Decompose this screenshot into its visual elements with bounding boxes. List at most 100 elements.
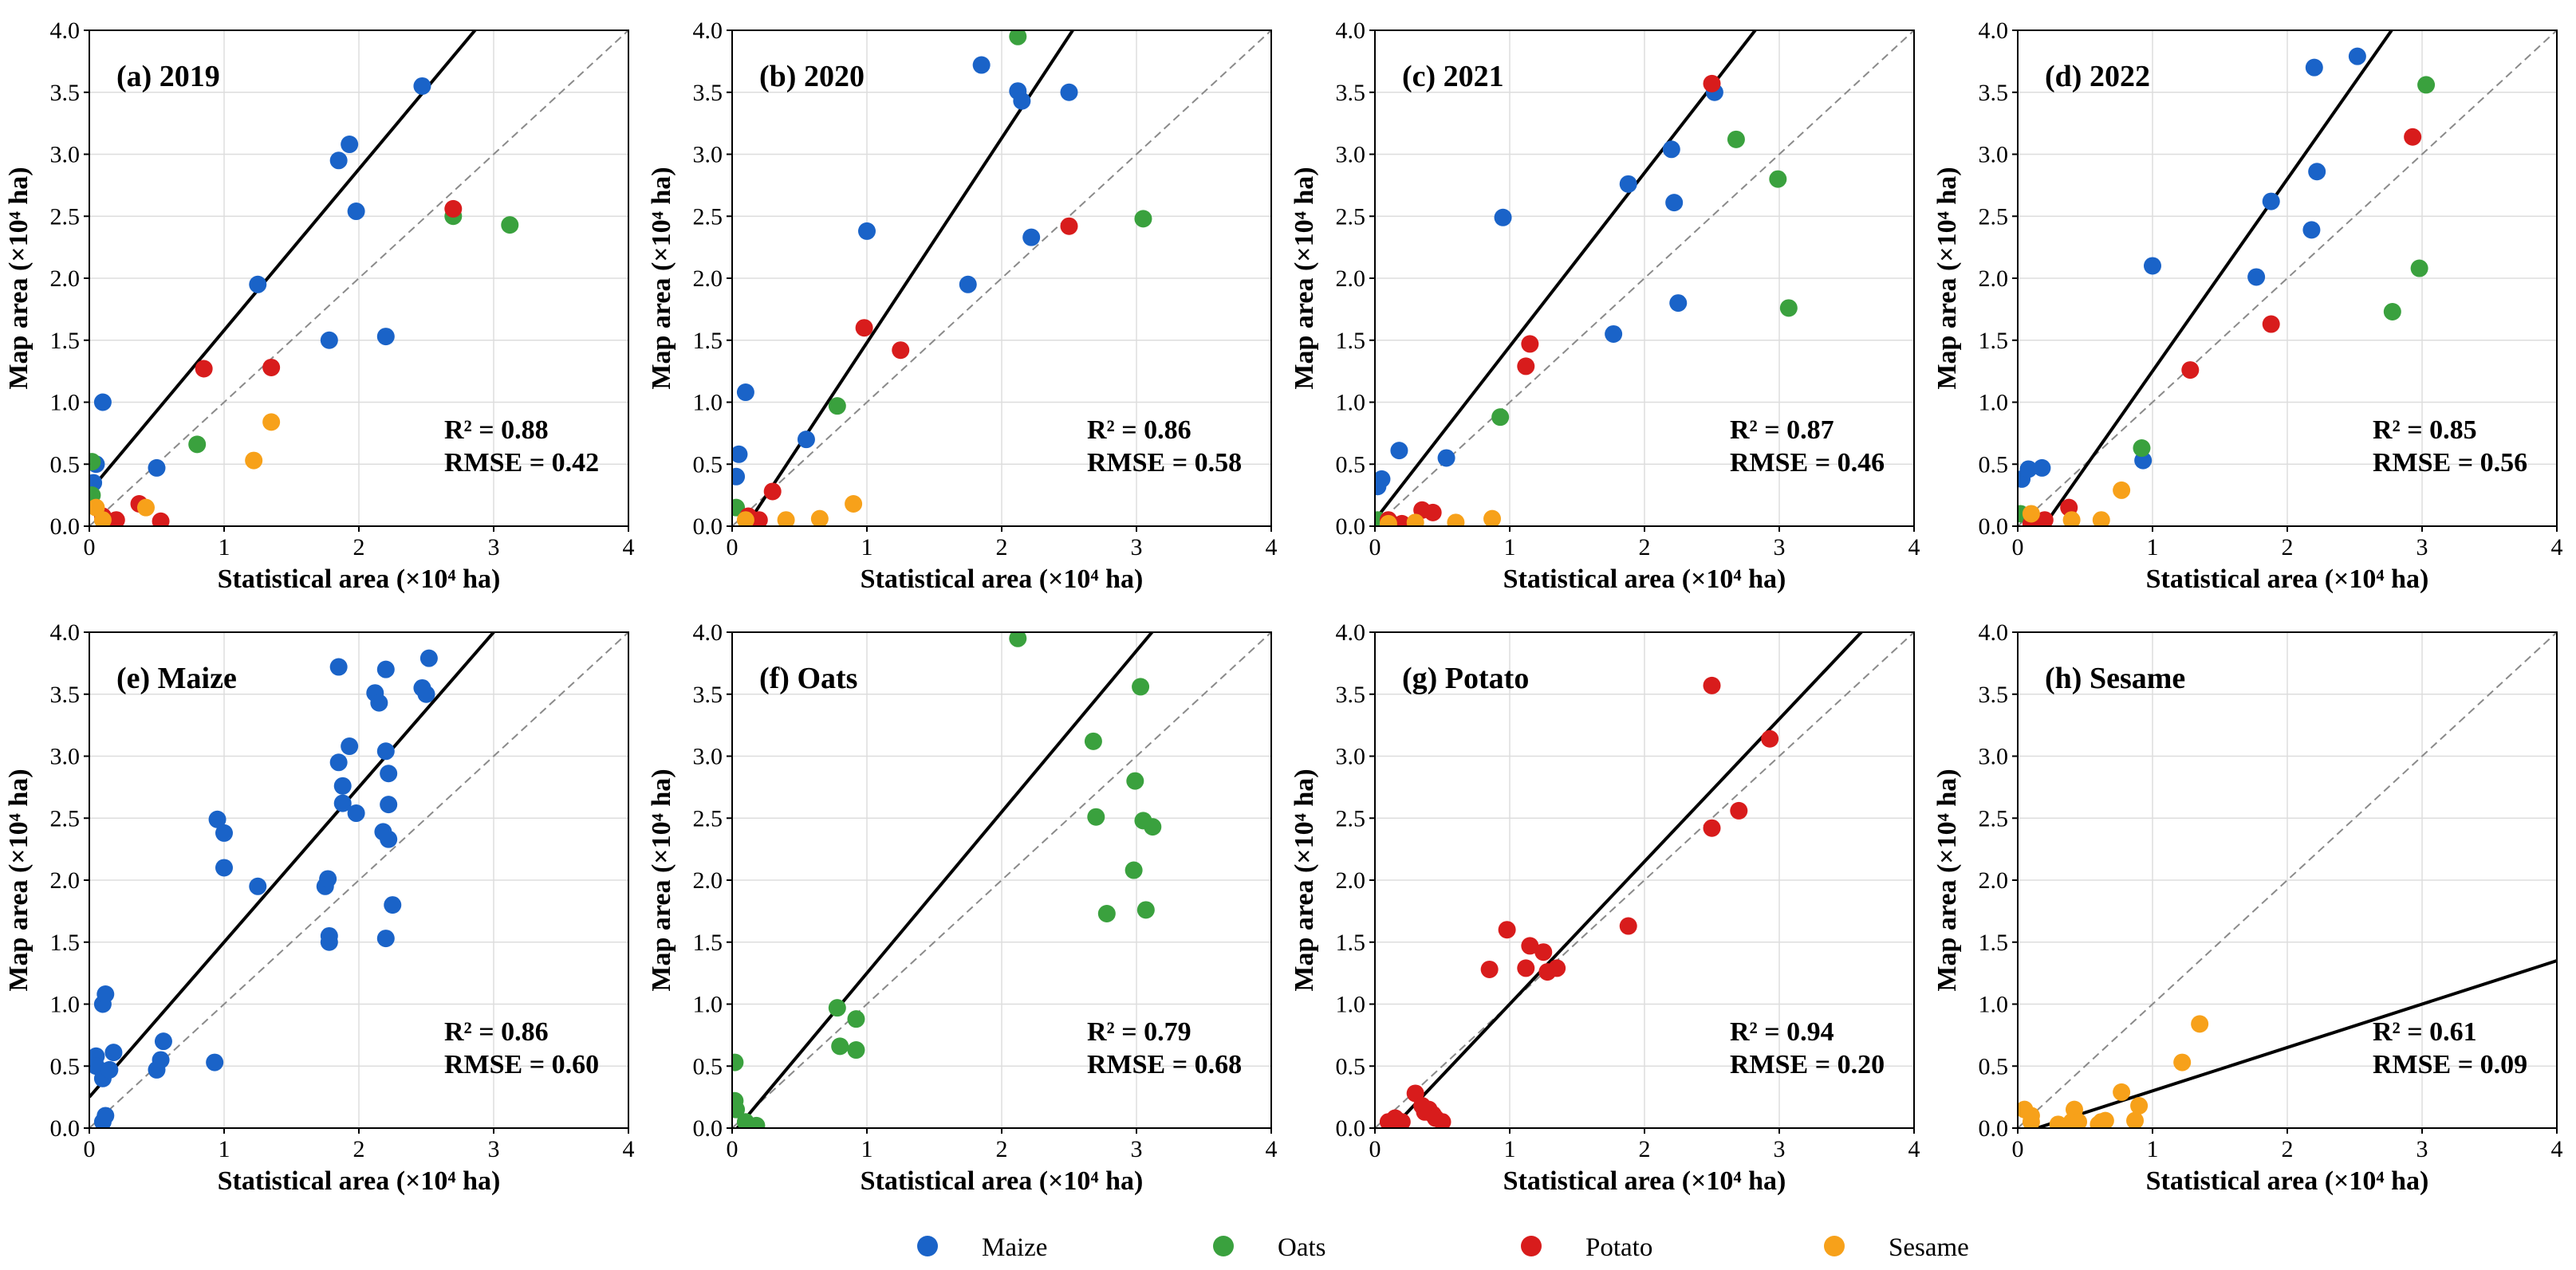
data-point-maize (376, 328, 395, 346)
x-tick-label: 0 (2012, 534, 2024, 560)
data-point-maize (419, 649, 438, 667)
y-tick-label: 1.0 (1336, 390, 1366, 416)
regression-line (2031, 959, 2557, 1128)
data-point-potato (1517, 959, 1535, 977)
data-point-oats (1144, 818, 1162, 836)
data-point-potato (262, 358, 281, 376)
y-tick-label: 3.5 (1979, 682, 2009, 708)
data-point-maize (97, 985, 115, 1004)
x-tick-label: 1 (219, 534, 230, 560)
panel-title: (c) 2021 (1402, 60, 1504, 93)
legend-marker-potato (1521, 1236, 1542, 1256)
data-point-maize (2262, 192, 2280, 210)
data-point-potato (2181, 361, 2200, 379)
x-tick-label: 0 (84, 1136, 96, 1162)
data-point-sesame (2070, 1113, 2088, 1128)
y-tick-label: 4.0 (50, 619, 81, 646)
regression-line (744, 30, 1075, 526)
y-axis-label: Map area (×10⁴ ha) (4, 769, 33, 991)
data-point-maize (1375, 470, 1391, 488)
data-point-maize (2305, 58, 2323, 77)
panel-title: (g) Potato (1402, 662, 1529, 695)
y-axis-label: Map area (×10⁴ ha) (647, 167, 676, 389)
x-tick-label: 1 (219, 1136, 230, 1162)
data-point-potato (195, 360, 213, 378)
data-point-sesame (2096, 1111, 2114, 1128)
data-point-maize (1605, 324, 1623, 343)
data-point-maize (320, 331, 338, 349)
y-tick-label: 1.0 (1336, 992, 1366, 1018)
data-point-sesame (1483, 509, 1502, 526)
data-point-maize (858, 222, 876, 240)
x-tick-label: 4 (1908, 534, 1920, 560)
data-point-sesame (262, 413, 281, 431)
y-tick-label: 4.0 (1979, 619, 2009, 646)
y-tick-label: 1.5 (1336, 930, 1366, 956)
data-point-potato (1703, 74, 1721, 92)
panel: 0 1 2 3 4 0.0 0.5 1.0 1.5 2.0 2.5 3.0 3.5 4.0 Statisti… (1932, 18, 2563, 594)
x-tick-label: 1 (861, 1136, 873, 1162)
r-squared-label: R² = 0.79 (1087, 1017, 1191, 1047)
y-tick-label: 1.0 (50, 992, 81, 1018)
y-tick-label: 2.0 (693, 867, 723, 894)
y-tick-label: 4.0 (50, 18, 81, 44)
data-point-oats (1136, 901, 1155, 919)
data-point-oats (1087, 808, 1105, 826)
data-point-oats (2410, 259, 2428, 277)
data-point-maize (215, 859, 233, 877)
x-tick-label: 0 (2012, 1136, 2024, 1162)
y-tick-label: 1.5 (50, 930, 81, 956)
x-tick-label: 4 (623, 534, 635, 560)
r-squared-label: R² = 0.87 (1730, 415, 1834, 445)
y-tick-label: 4.0 (1336, 619, 1366, 646)
data-point-maize (148, 458, 166, 477)
rmse-label: RMSE = 0.42 (444, 448, 599, 478)
data-point-maize (413, 77, 431, 95)
data-point-oats (847, 1010, 865, 1028)
data-point-maize (2348, 47, 2366, 65)
data-point-sesame (2022, 505, 2040, 523)
data-point-oats (2417, 76, 2436, 94)
panel-title: (f) Oats (759, 662, 857, 695)
y-tick-label: 0.5 (1336, 451, 1366, 478)
x-tick-label: 2 (1639, 1136, 1651, 1162)
data-point-sesame (1406, 513, 1424, 526)
data-point-maize (2308, 163, 2326, 181)
data-point-sesame (1447, 513, 1465, 526)
y-tick-label: 0.0 (1336, 1115, 1366, 1142)
legend-marker-maize (917, 1236, 938, 1256)
data-point-oats (2133, 439, 2151, 458)
y-tick-label: 2.0 (1979, 867, 2009, 894)
data-point-maize (732, 445, 748, 463)
y-tick-label: 1.0 (693, 390, 723, 416)
data-point-oats (747, 1116, 766, 1128)
y-tick-label: 2.0 (1979, 265, 2009, 292)
y-tick-label: 0.0 (1979, 1115, 2009, 1142)
x-tick-label: 4 (1266, 1136, 1278, 1162)
data-point-sesame (2113, 1083, 2131, 1101)
regression-line (89, 30, 478, 493)
panel-title: (h) Sesame (2045, 662, 2185, 695)
data-point-maize (1619, 175, 1637, 193)
y-tick-label: 0.5 (693, 1053, 723, 1079)
r-squared-label: R² = 0.61 (2373, 1017, 2477, 1047)
data-point-oats (1491, 408, 1510, 427)
data-point-maize (215, 824, 233, 842)
reference-line-1-1 (732, 30, 1271, 526)
data-point-maize (1060, 83, 1078, 101)
data-point-potato (152, 512, 170, 526)
y-tick-label: 3.0 (50, 744, 81, 770)
data-point-maize (333, 794, 352, 812)
y-tick-label: 2.5 (693, 203, 723, 230)
x-axis-label: Statistical area (×10⁴ ha) (1503, 1166, 1786, 1196)
legend: Maize Oats Potato Sesame (917, 1233, 1969, 1262)
x-tick-label: 2 (1639, 534, 1651, 560)
y-tick-label: 1.5 (50, 328, 81, 354)
data-point-potato (1392, 514, 1411, 526)
data-point-maize (329, 753, 348, 772)
panel: 0 1 2 3 4 0.0 0.5 1.0 1.5 2.0 2.5 3.0 3.5 4.0 Statisti… (4, 18, 635, 594)
data-point-sesame (2173, 1053, 2192, 1071)
y-tick-label: 2.0 (50, 867, 81, 894)
y-tick-label: 3.5 (693, 80, 723, 106)
panel-title: (d) 2022 (2045, 60, 2150, 93)
